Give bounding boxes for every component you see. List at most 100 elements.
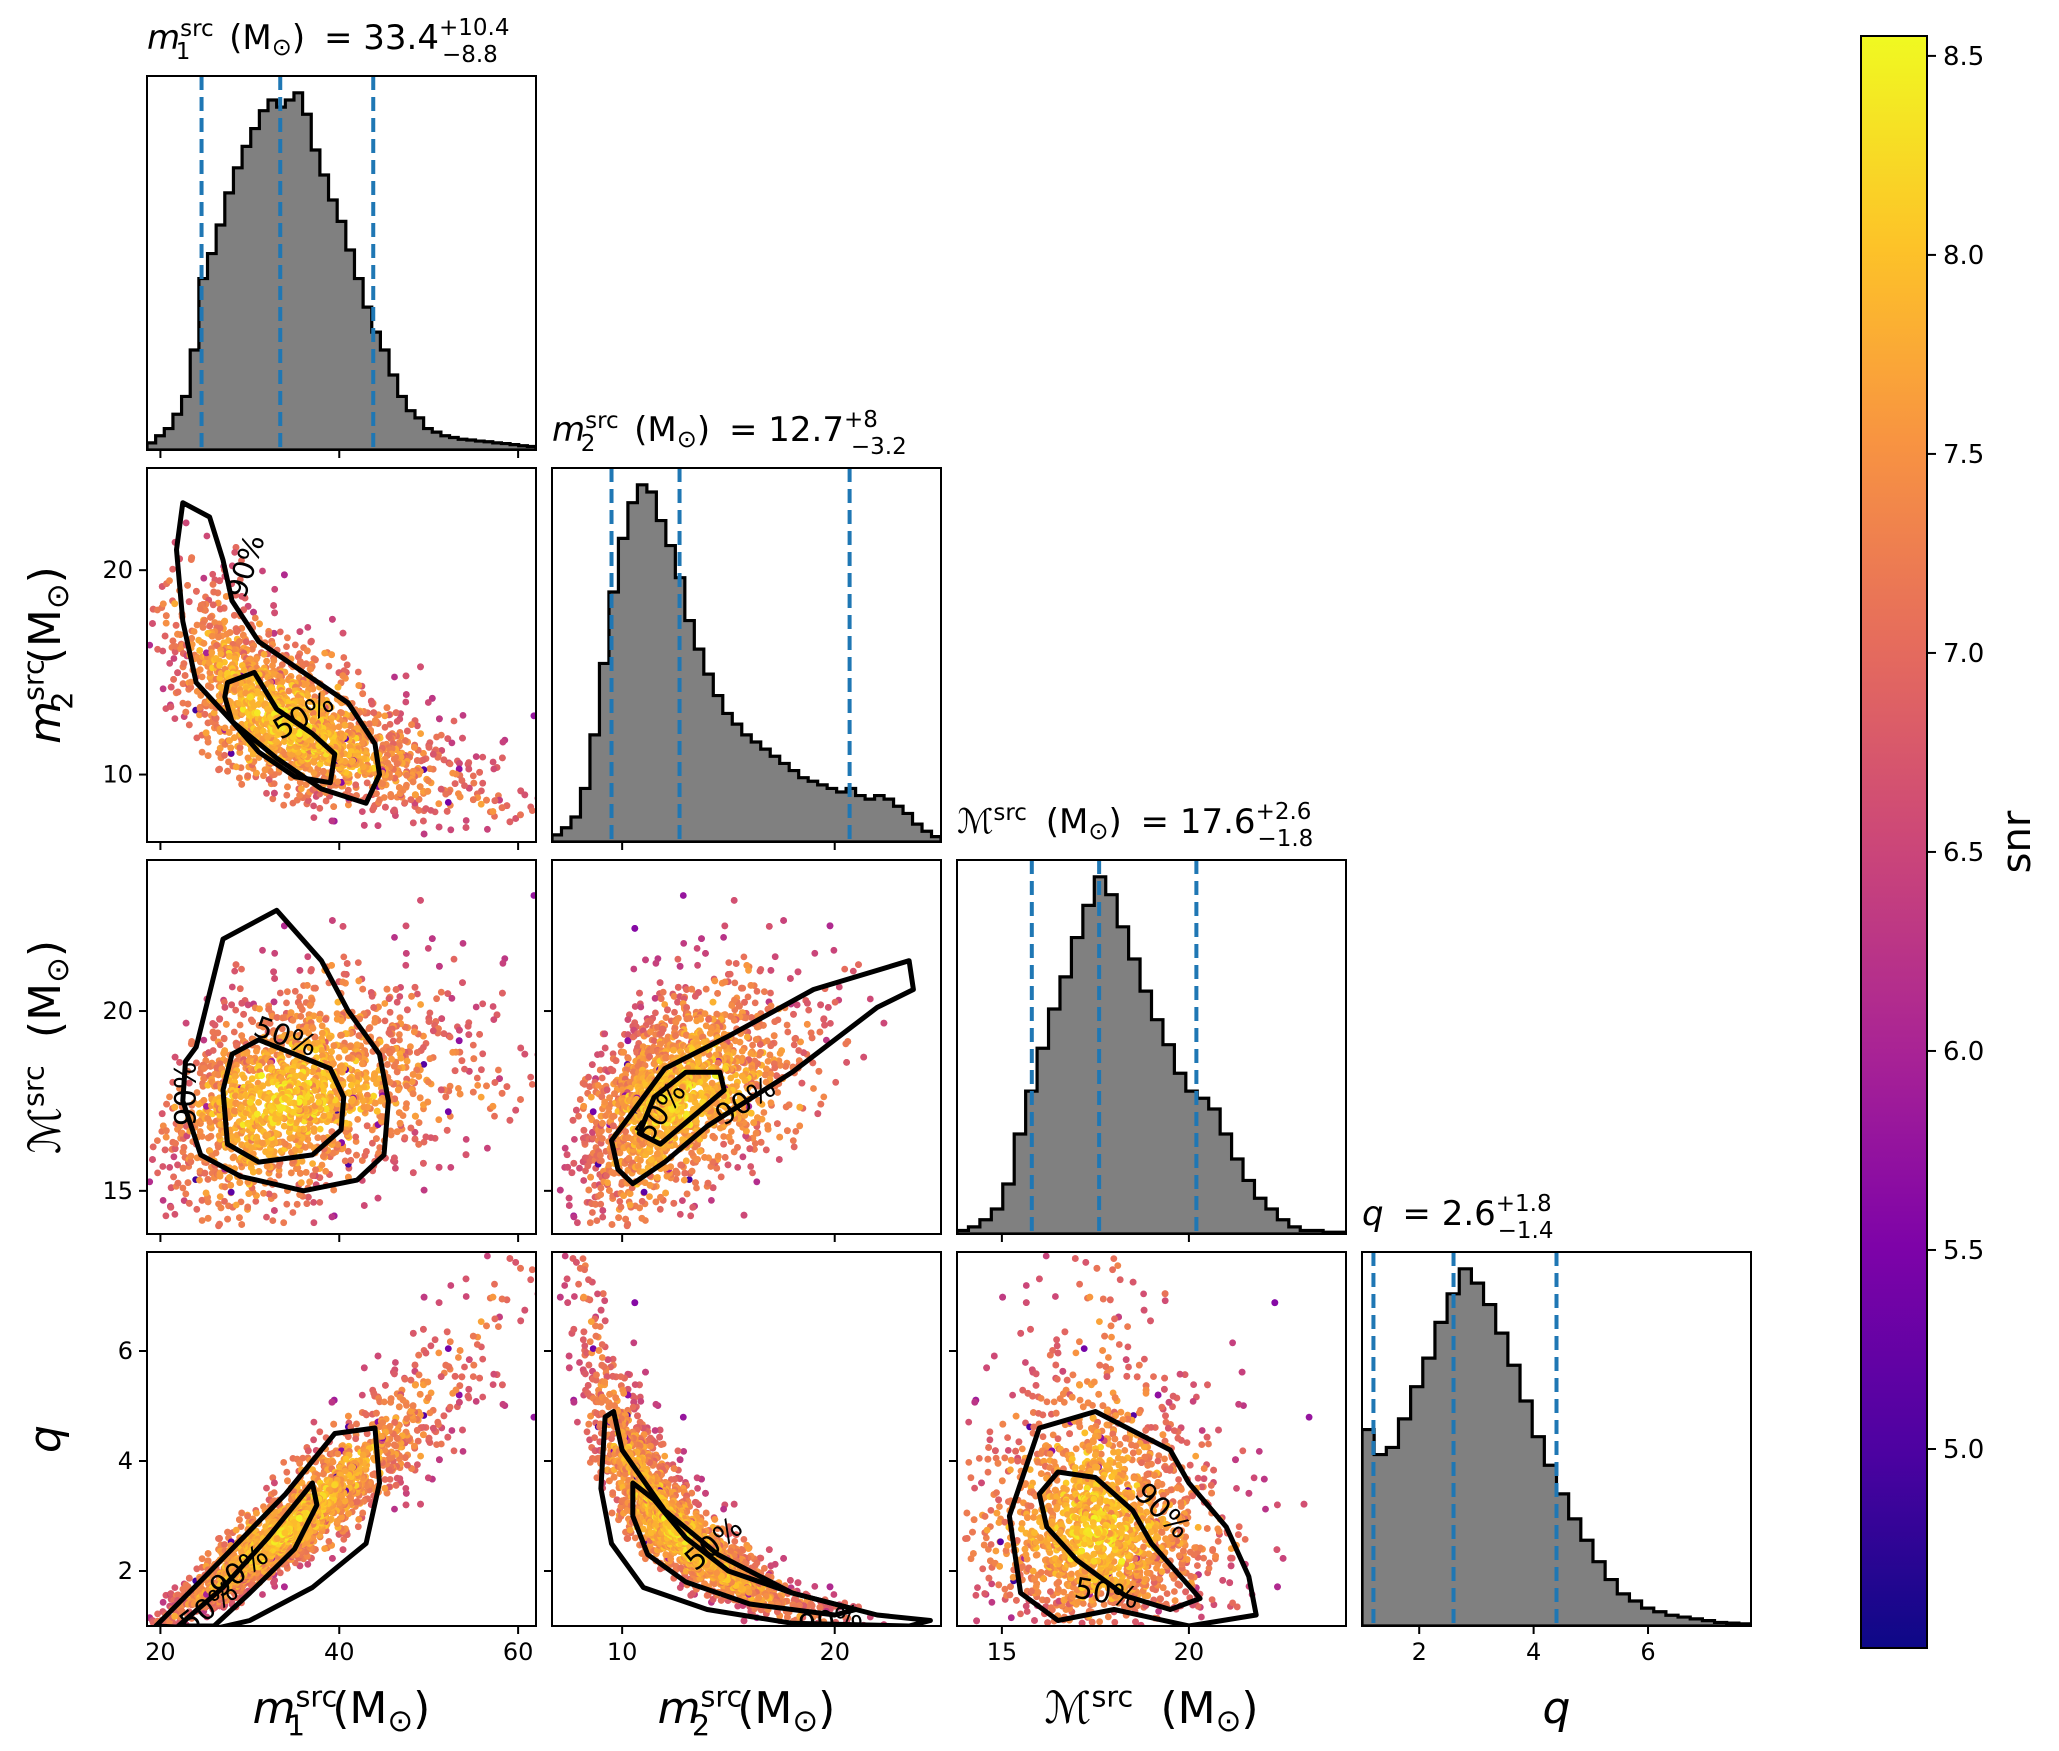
- scatter-point: [296, 967, 304, 974]
- scatter-point: [420, 1061, 428, 1068]
- scatter-point: [296, 1169, 304, 1177]
- scatter-point: [462, 1151, 470, 1159]
- scatter-point: [325, 662, 333, 670]
- scatter-point: [448, 739, 456, 747]
- scatter-point: [387, 1127, 395, 1135]
- scatter-point: [409, 819, 417, 827]
- scatter-point: [243, 1050, 251, 1057]
- scatter-point: [270, 1192, 278, 1200]
- scatter-point: [172, 643, 180, 650]
- scatter-point: [221, 724, 229, 732]
- scatter-point: [345, 801, 352, 809]
- scatter-point: [202, 1189, 210, 1197]
- scatter-point: [455, 765, 463, 773]
- scatter-point: [196, 666, 204, 673]
- scatter-point: [187, 556, 195, 563]
- scatter-point: [328, 651, 335, 659]
- scatter-point: [232, 591, 240, 599]
- scatter-point: [147, 1178, 154, 1186]
- scatter-point: [425, 743, 433, 751]
- scatter-point: [289, 1016, 297, 1024]
- contour-90: [174, 500, 382, 806]
- scatter-point: [442, 790, 450, 798]
- scatter-point: [283, 999, 290, 1007]
- scatter-point: [490, 1016, 498, 1023]
- scatter-point: [329, 615, 336, 623]
- panel-frame: [551, 467, 942, 843]
- scatter-point: [437, 785, 445, 793]
- scatter-point: [171, 600, 179, 608]
- scatter-point: [404, 727, 411, 735]
- scatter-point: [496, 1075, 503, 1082]
- scatter-point: [297, 1013, 305, 1020]
- scatter-point: [420, 750, 427, 757]
- scatter-point: [238, 780, 246, 788]
- scatter-point: [517, 1044, 525, 1052]
- scatter-point: [240, 1074, 248, 1082]
- scatter-point: [280, 801, 288, 809]
- scatter-point: [193, 734, 201, 742]
- scatter-point: [184, 1179, 192, 1186]
- scatter-point: [154, 1169, 162, 1177]
- scatter-point: [365, 1025, 373, 1032]
- scatter-point: [476, 768, 483, 776]
- scatter-point: [271, 1207, 278, 1214]
- scatter-point: [307, 967, 315, 975]
- scatter-point: [450, 717, 458, 725]
- scatter-point: [306, 665, 314, 673]
- scatter-point: [307, 638, 315, 646]
- scatter-point: [236, 1214, 243, 1221]
- scatter-point: [291, 987, 299, 995]
- scatter-point: [427, 1134, 435, 1141]
- scatter-point: [244, 1001, 252, 1009]
- scatter-point: [306, 1002, 314, 1009]
- scatter-point: [212, 1149, 220, 1157]
- scatter-point: [363, 1148, 370, 1155]
- scatter-point: [436, 962, 443, 970]
- scatter-point: [240, 1010, 248, 1018]
- scatter-point: [392, 709, 400, 717]
- scatter-point: [244, 772, 252, 780]
- scatter-point: [528, 807, 536, 814]
- scatter-point: [456, 793, 464, 801]
- scatter-point: [196, 711, 203, 719]
- scatter-point: [363, 1122, 371, 1130]
- scatter-point: [477, 1093, 485, 1101]
- scatter-point: [424, 1098, 432, 1106]
- scatter-point: [222, 1020, 230, 1028]
- scatter-point: [162, 1127, 170, 1135]
- scatter-point: [479, 1000, 487, 1008]
- scatter-point: [246, 693, 254, 701]
- scatter-point: [159, 647, 167, 655]
- scatter-point: [264, 1131, 272, 1139]
- scatter-point: [174, 1161, 182, 1169]
- scatter-point: [380, 794, 388, 801]
- scatter-point: [171, 715, 179, 722]
- scatter-point: [459, 979, 466, 986]
- scatter-point: [171, 1053, 179, 1061]
- scatter-point: [451, 780, 459, 787]
- scatter-point: [201, 1169, 209, 1177]
- scatter-point: [276, 628, 284, 636]
- scatter-point: [251, 614, 259, 622]
- scatter-point: [203, 649, 210, 657]
- scatter-point: [304, 692, 311, 699]
- scatter-point: [411, 983, 419, 991]
- scatter-point: [320, 1112, 328, 1120]
- scatter-point: [407, 1043, 414, 1050]
- scatter-point: [275, 1171, 283, 1179]
- scatter-point: [232, 961, 240, 968]
- scatter-point: [469, 1088, 477, 1096]
- scatter-point: [344, 1054, 352, 1062]
- scatter-point: [236, 1179, 244, 1186]
- scatter-point: [414, 722, 421, 730]
- scatter-point: [271, 585, 279, 593]
- scatter-point: [420, 1186, 428, 1194]
- scatter-point: [428, 935, 436, 942]
- scatter-point: [420, 830, 428, 838]
- scatter-point: [479, 779, 487, 787]
- scatter-point: [388, 1055, 395, 1063]
- scatter-point: [304, 797, 312, 804]
- scatter-point: [407, 796, 415, 803]
